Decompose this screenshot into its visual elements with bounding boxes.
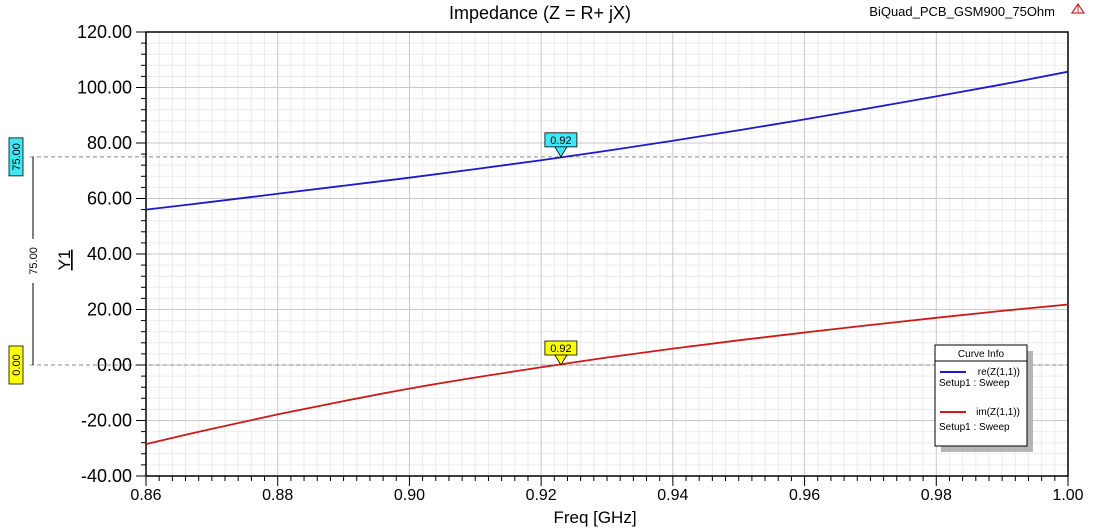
marker-flag[interactable]: 0.92 [544, 132, 578, 158]
legend-box [934, 344, 1028, 447]
x-tick-label: 0.86 [130, 487, 161, 504]
x-tick-label: 0.90 [394, 487, 425, 504]
reference-tag: 75.00 [8, 137, 24, 177]
legend-sub-im: Setup1 : Sweep [939, 422, 1010, 433]
series-line [145, 303, 1069, 445]
series-lines [145, 70, 1069, 445]
marker-label: 0.92 [550, 343, 571, 355]
x-tick-label: 1.00 [1052, 487, 1083, 504]
marker-pointer [554, 354, 568, 366]
reference-lines [30, 156, 1068, 366]
legend-sub-re: Setup1 : Sweep [939, 378, 1010, 389]
delta-label: 75.00 [28, 247, 40, 275]
y-axis-ticks: 120.00 100.00 80.00 60.00 40.00 20.00 0.00 -20.… [77, 22, 146, 486]
reference-tag-box [8, 345, 24, 385]
legend-label-im: im(Z(1,1)) [976, 407, 1020, 418]
y-tick-label: 100.00 [77, 78, 132, 98]
series-line [145, 70, 1069, 211]
y-tick-label: 0.00 [97, 355, 132, 375]
y-tick-label: -40.00 [81, 466, 132, 486]
plot-grid [146, 32, 1068, 476]
reference-tag: 0.00 [8, 345, 24, 385]
y-axis-label: Y1 [55, 250, 74, 271]
y-tick-label: 60.00 [87, 189, 132, 209]
legend-title: Curve Info [958, 349, 1005, 360]
x-tick-label: 0.94 [657, 487, 688, 504]
ansys-logo-icon [1070, 2, 1086, 14]
marker-pointer [554, 146, 568, 158]
marker-flag[interactable]: 0.92 [544, 340, 578, 366]
x-tick-label: 0.92 [526, 487, 557, 504]
y-tick-label: -20.00 [81, 411, 132, 431]
y-tick-label: 80.00 [87, 133, 132, 153]
x-tick-label: 0.96 [789, 487, 820, 504]
left-reference-tags: 75.00 75.00 0.00 [8, 137, 40, 385]
x-tick-label: 0.98 [921, 487, 952, 504]
reference-tag-label: 75.00 [11, 143, 23, 171]
chart-title: Impedance (Z = R+ jX) [449, 3, 631, 23]
x-axis-label: Freq [GHz] [553, 508, 636, 527]
marker-label: 0.92 [550, 135, 571, 147]
legend-label-re: re(Z(1,1)) [978, 367, 1020, 378]
delta-label-bg [26, 238, 40, 283]
y-tick-label: 20.00 [87, 300, 132, 320]
reference-tag-box [8, 137, 24, 177]
design-name: BiQuad_PCB_GSM900_75Ohm [869, 4, 1055, 19]
reference-tag-label: 0.00 [11, 354, 23, 375]
marker-flags[interactable]: 0.92 0.92 [544, 132, 578, 366]
y-tick-label: 40.00 [87, 244, 132, 264]
curve-info-legend[interactable]: Curve Info re(Z(1,1)) Setup1 : Sweep im(… [934, 344, 1033, 452]
x-axis-ticks: 0.86 0.88 0.90 0.92 0.94 0.96 0.98 1.00 [130, 476, 1084, 504]
y-tick-label: 120.00 [77, 22, 132, 42]
x-tick-label: 0.88 [262, 487, 293, 504]
